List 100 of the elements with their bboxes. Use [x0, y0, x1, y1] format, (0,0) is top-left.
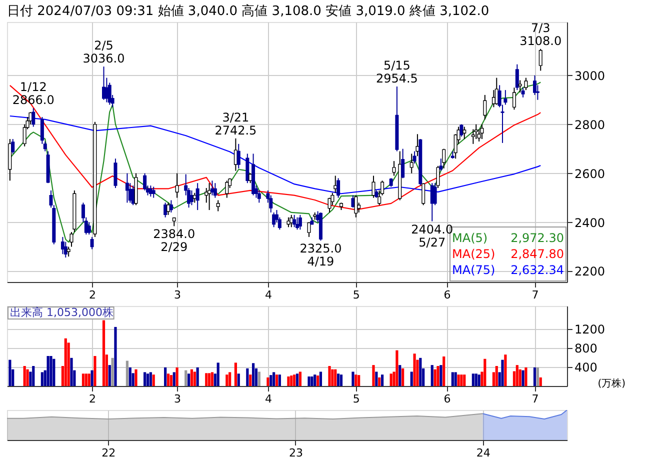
candlestick — [422, 182, 426, 206]
bar — [334, 369, 337, 386]
candlestick — [164, 202, 168, 218]
bar — [354, 374, 358, 386]
bar — [358, 375, 360, 386]
bar — [310, 376, 314, 386]
candlestick — [515, 64, 519, 91]
annotation: 7/3 3108.0 — [520, 20, 562, 48]
candlestick — [474, 124, 478, 140]
candlestick — [11, 138, 15, 154]
y-axis-title: (万株) — [598, 378, 626, 390]
bar — [216, 362, 220, 386]
candlestick — [436, 165, 440, 188]
candlestick — [66, 246, 70, 258]
bar — [270, 375, 272, 386]
candlestick — [246, 153, 250, 184]
bar — [176, 367, 178, 386]
bar — [495, 366, 498, 386]
bar — [308, 376, 310, 386]
annotation: 2384.0 2/29 — [153, 227, 196, 254]
bar — [114, 326, 117, 386]
bar — [146, 374, 150, 386]
candlestick — [521, 87, 525, 98]
candlestick — [292, 214, 296, 228]
x-tick-label: 4 — [264, 392, 272, 406]
bar — [26, 369, 29, 386]
candlestick — [354, 194, 358, 218]
candlestick — [328, 197, 332, 213]
bar — [258, 372, 260, 386]
bar — [144, 372, 146, 386]
bar — [46, 356, 50, 386]
bar — [463, 374, 466, 386]
y-tick-label: 1200 — [574, 322, 606, 336]
candlestick — [538, 48, 542, 72]
candlestick — [190, 190, 194, 206]
candlestick — [108, 82, 112, 106]
bar — [410, 372, 413, 386]
bar — [52, 358, 56, 386]
bar — [184, 370, 188, 386]
bar — [32, 366, 35, 386]
bar — [164, 367, 167, 386]
bar — [533, 367, 536, 386]
bar — [287, 376, 290, 386]
x-tick-label: 6 — [444, 392, 451, 406]
candlestick — [480, 124, 484, 140]
bar — [196, 367, 199, 386]
x-tick-label: 24 — [476, 446, 490, 460]
bar — [457, 374, 460, 386]
x-tick-label: 4 — [264, 288, 272, 302]
bar — [460, 374, 463, 386]
candlestick — [257, 190, 261, 204]
bar — [166, 374, 170, 386]
x-tick-label: 5 — [352, 288, 360, 302]
y-tick-label: 800 — [574, 341, 598, 356]
candlestick — [483, 94, 487, 120]
candlestick — [512, 87, 516, 110]
annotation: 2404.0 5/27 — [411, 222, 454, 250]
bar — [419, 358, 422, 386]
bar — [454, 372, 457, 386]
bar — [23, 366, 26, 386]
bar — [372, 365, 375, 386]
bar — [40, 372, 44, 386]
bar — [451, 372, 454, 386]
candlestick — [401, 148, 405, 179]
x-tick-label: 7 — [532, 288, 539, 302]
y-tick-label: 400 — [574, 360, 598, 374]
bar — [205, 373, 208, 386]
candlestick — [114, 158, 118, 188]
candlestick — [64, 241, 68, 258]
candlestick — [471, 128, 475, 144]
bar — [296, 374, 299, 386]
bar — [152, 374, 155, 386]
text: MA(25) — [452, 247, 496, 261]
annotation: 2,632.34 — [510, 263, 564, 277]
candlestick — [392, 160, 396, 176]
y-tick-label: 3000 — [574, 68, 606, 83]
bar — [516, 365, 518, 386]
candlestick — [87, 222, 91, 236]
candlestick — [372, 175, 376, 198]
candlestick — [169, 200, 173, 213]
bar — [111, 358, 114, 386]
text: MA(75) — [452, 263, 496, 277]
bar — [134, 369, 138, 386]
bar — [187, 374, 190, 386]
candlestick — [175, 172, 179, 198]
candlestick — [462, 126, 466, 140]
x-tick-label: 7 — [532, 392, 539, 406]
bar — [102, 320, 106, 386]
bar — [290, 376, 293, 386]
candlestick — [32, 108, 36, 128]
y-tick-label: 2400 — [574, 216, 606, 230]
candlestick — [336, 178, 340, 198]
bar — [337, 374, 340, 386]
annotation: 3/21 2742.5 — [214, 110, 257, 138]
x-tick-label: 2 — [89, 288, 96, 302]
candlestick — [524, 77, 528, 91]
candlestick — [439, 158, 443, 172]
x-tick-label: 23 — [288, 446, 303, 460]
bar — [298, 372, 302, 386]
candlestick — [236, 143, 240, 169]
